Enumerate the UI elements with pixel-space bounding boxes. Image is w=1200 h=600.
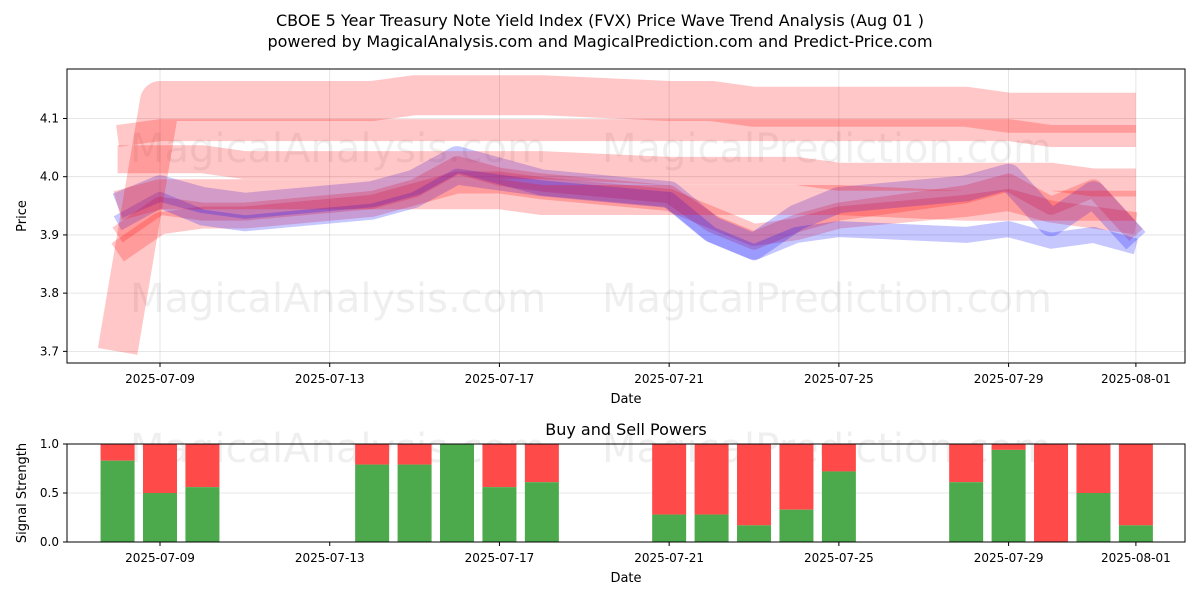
price-x-tick-label: 2025-07-17 xyxy=(465,372,535,386)
sell-power-bar xyxy=(100,444,135,461)
price-wave-band xyxy=(97,75,1136,355)
price-y-tick-label: 4.1 xyxy=(40,111,59,125)
chart-title-line-2: powered by MagicalAnalysis.com and Magic… xyxy=(267,32,933,51)
price-x-tick-label: 2025-07-25 xyxy=(804,372,874,386)
buy-power-bar xyxy=(1076,493,1111,542)
signal-x-tick-label: 2025-08-01 xyxy=(1101,551,1171,565)
chart-title-line-1: CBOE 5 Year Treasury Note Yield Index (F… xyxy=(276,11,924,30)
buy-power-bar xyxy=(779,509,814,542)
sell-power-bar xyxy=(143,444,177,493)
sell-power-bar xyxy=(694,444,729,515)
buy-power-bar xyxy=(185,487,220,542)
buy-power-bar xyxy=(1118,525,1153,542)
signal-chart: Buy and Sell Powers MagicalAnalysis.comM… xyxy=(15,420,1186,586)
price-wave-band xyxy=(116,119,1136,147)
watermark-text: MagicalPrediction.com xyxy=(602,126,1052,172)
buy-power-bar xyxy=(397,464,432,542)
watermark-text: MagicalAnalysis.com xyxy=(130,276,546,322)
sell-power-bar xyxy=(949,444,984,483)
sell-power-bar xyxy=(1076,444,1111,493)
signal-bars xyxy=(100,444,1153,542)
watermark-text: MagicalAnalysis.com xyxy=(130,126,546,172)
buy-power-bar xyxy=(821,471,856,542)
sell-power-bar xyxy=(185,444,220,488)
buy-power-bar xyxy=(949,482,984,542)
watermark-text: MagicalPrediction.com xyxy=(602,276,1052,322)
buy-power-bar xyxy=(143,493,177,542)
sell-power-bar xyxy=(652,444,687,515)
price-y-tick-label: 3.8 xyxy=(40,286,59,300)
buy-power-bar xyxy=(100,460,135,542)
signal-x-tick-label: 2025-07-21 xyxy=(634,551,704,565)
buy-power-bar xyxy=(694,514,729,542)
signal-chart-title: Buy and Sell Powers xyxy=(545,420,707,439)
signal-y-tick-label: 0.0 xyxy=(40,535,59,549)
buy-power-bar xyxy=(737,525,772,542)
price-x-tick-label: 2025-07-21 xyxy=(634,372,704,386)
signal-x-tick-label: 2025-07-29 xyxy=(974,551,1044,565)
buy-power-bar xyxy=(482,487,517,542)
sell-power-bar xyxy=(1034,444,1069,542)
sell-power-bar xyxy=(397,444,432,465)
price-wave-bands xyxy=(97,75,1146,355)
price-x-tick-label: 2025-07-29 xyxy=(974,372,1044,386)
buy-power-bar xyxy=(440,444,475,542)
sell-power-bar xyxy=(991,444,1026,450)
price-y-tick-label: 3.9 xyxy=(40,228,59,242)
price-ticks: 2025-07-09 2025-07-13 2025-07-17 2025-07-21… xyxy=(40,111,1171,386)
price-chart: MagicalAnalysis.com MagicalPrediction.com… xyxy=(15,68,1186,407)
price-wave-band xyxy=(117,145,1136,197)
price-y-axis-label: Price xyxy=(15,200,30,232)
signal-ticks: 2025-07-09 2025-07-13 2025-07-17 2025-07-21… xyxy=(40,437,1171,565)
sell-power-bar xyxy=(779,444,814,510)
price-grid xyxy=(67,69,1185,363)
price-wave-band xyxy=(112,146,1146,260)
signal-y-tick-label: 0.5 xyxy=(40,486,59,500)
price-wave-band xyxy=(111,171,1138,262)
signal-x-axis-label: Date xyxy=(610,571,641,586)
price-watermarks: MagicalAnalysis.com MagicalPrediction.com… xyxy=(130,126,1052,322)
sell-power-bar xyxy=(821,444,856,472)
price-x-tick-label: 2025-07-09 xyxy=(125,372,195,386)
signal-x-tick-label: 2025-07-13 xyxy=(295,551,365,565)
price-y-tick-label: 4.0 xyxy=(40,170,59,184)
buy-power-bar xyxy=(991,449,1026,542)
price-x-tick-label: 2025-08-01 xyxy=(1101,372,1171,386)
sell-power-bar xyxy=(737,444,772,526)
price-x-tick-label: 2025-07-13 xyxy=(295,372,365,386)
price-wave-band xyxy=(112,156,1143,250)
sell-power-bar xyxy=(524,444,559,483)
buy-power-bar xyxy=(652,514,687,542)
price-wave-band xyxy=(113,168,1139,261)
price-y-tick-label: 3.7 xyxy=(40,344,59,358)
signal-x-tick-label: 2025-07-09 xyxy=(125,551,195,565)
buy-power-bar xyxy=(524,482,559,542)
signal-x-tick-label: 2025-07-17 xyxy=(465,551,535,565)
chart-title: CBOE 5 Year Treasury Note Yield Index (F… xyxy=(0,10,1200,52)
buy-power-bar xyxy=(355,464,390,542)
sell-power-bar xyxy=(355,444,390,465)
price-wave-band xyxy=(113,179,1136,221)
signal-x-tick-label: 2025-07-25 xyxy=(804,551,874,565)
price-x-axis-label: Date xyxy=(610,392,641,407)
sell-power-bar xyxy=(482,444,517,488)
price-axes-frame xyxy=(66,68,1186,364)
sell-power-bar xyxy=(1118,444,1153,526)
signal-y-axis-label: Signal Strength xyxy=(15,443,30,543)
signal-y-tick-label: 1.0 xyxy=(40,437,59,451)
